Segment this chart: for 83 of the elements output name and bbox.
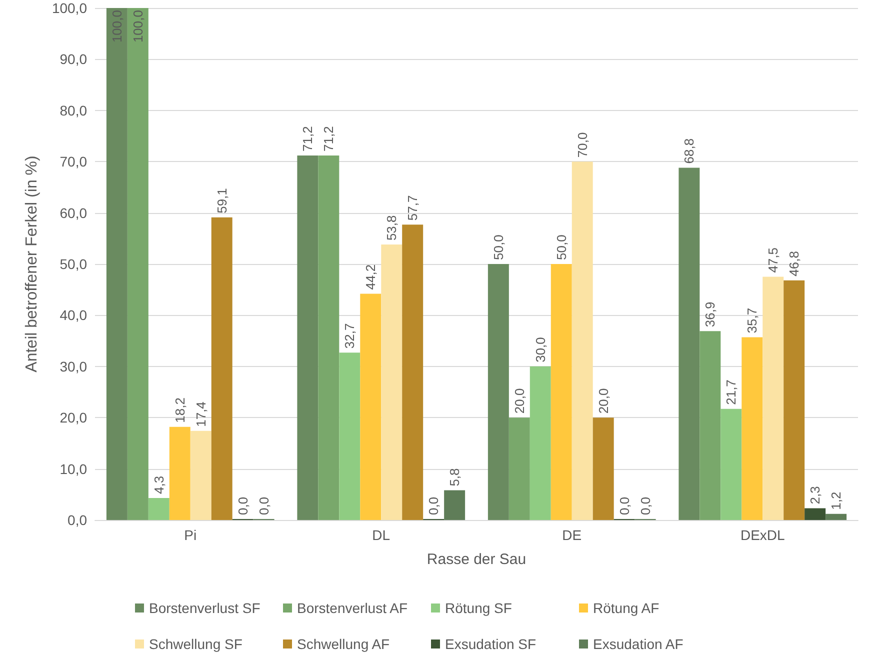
bar (148, 498, 170, 520)
bar (678, 168, 700, 520)
data-label: 0,0 (256, 496, 272, 515)
data-label: 20,0 (512, 388, 527, 414)
data-label: 100,0 (130, 10, 146, 43)
legend-label: Rötung AF (593, 600, 660, 616)
legend-label: Exsudation AF (593, 636, 684, 652)
bar (488, 264, 509, 520)
data-label: 70,0 (574, 132, 590, 158)
y-tick-label: 20,0 (60, 410, 88, 426)
data-label: 50,0 (490, 234, 506, 260)
bar (360, 294, 382, 520)
data-label: 44,2 (363, 264, 378, 290)
data-label: 71,2 (321, 126, 336, 152)
data-label: 0,0 (616, 496, 632, 515)
data-label: 30,0 (532, 337, 548, 362)
data-label: 18,2 (172, 398, 188, 423)
data-label: 57,7 (405, 195, 420, 221)
data-label: 0,0 (638, 496, 653, 515)
bar (127, 8, 148, 520)
bar (402, 224, 424, 520)
bar (339, 352, 360, 520)
bar (211, 217, 232, 520)
bar (190, 430, 212, 520)
bar (804, 508, 826, 520)
y-axis-title: Anteil betroffener Ferkel (in %) (24, 156, 40, 372)
bar (762, 276, 784, 520)
legend-label: Rötung SF (445, 600, 512, 616)
bar (318, 155, 340, 520)
data-label: 21,7 (724, 380, 739, 405)
x-tick-label: DE (562, 527, 582, 543)
y-tick-label: 60,0 (60, 204, 88, 221)
legend-label: Borstenverlust AF (297, 600, 408, 616)
y-tick-label: 90,0 (60, 51, 88, 68)
legend-label: Exsudation SF (445, 636, 536, 652)
y-tick-label: 0,0 (68, 512, 88, 528)
data-label: 2,3 (808, 486, 823, 504)
data-label: 50,0 (554, 234, 569, 260)
data-label: 32,7 (342, 323, 358, 349)
data-label: 1,2 (828, 492, 844, 510)
data-label: 35,7 (744, 308, 760, 334)
data-label: 71,2 (300, 126, 316, 152)
bar (826, 514, 847, 520)
x-tick-label: DExDL (740, 527, 786, 543)
data-label: 0,0 (426, 496, 442, 515)
y-tick-label: 40,0 (60, 307, 88, 324)
bar (592, 418, 614, 520)
data-label: 0,0 (235, 496, 250, 515)
bar (720, 408, 742, 520)
y-tick-label: 30,0 (60, 358, 88, 374)
legend-label: Schwellung SF (149, 636, 242, 652)
bar (444, 490, 466, 520)
y-tick-label: 10,0 (60, 460, 88, 477)
bar (700, 331, 721, 520)
data-label: 36,9 (702, 302, 718, 328)
data-label: 47,5 (766, 247, 781, 273)
data-label: 5,8 (447, 468, 462, 486)
data-label: 53,8 (384, 215, 400, 241)
data-label: 46,8 (786, 251, 802, 276)
bar (530, 366, 551, 520)
bar (550, 264, 572, 520)
data-label: 17,4 (193, 402, 208, 427)
bar (742, 337, 763, 520)
bar (169, 426, 190, 520)
legend-label: Borstenverlust SF (149, 600, 260, 616)
y-tick-label: 70,0 (60, 154, 88, 170)
data-label: 68,8 (682, 138, 697, 164)
x-tick-label: DL (372, 527, 390, 543)
data-label: 4,3 (151, 476, 166, 494)
y-tick-label: 80,0 (60, 102, 88, 118)
data-label: 20,0 (596, 388, 611, 414)
bar (297, 155, 318, 520)
bar (572, 162, 593, 520)
bar (508, 418, 530, 520)
x-axis-title: Rasse der Sau (426, 551, 526, 568)
bar (784, 280, 805, 520)
x-tick-label: Pi (184, 527, 197, 543)
y-tick-label: 100,0 (52, 0, 88, 16)
y-tick-label: 50,0 (60, 256, 88, 272)
bar (381, 244, 402, 520)
legend-label: Schwellung AF (297, 636, 390, 652)
data-label: 59,1 (214, 188, 230, 214)
bar (106, 8, 128, 520)
